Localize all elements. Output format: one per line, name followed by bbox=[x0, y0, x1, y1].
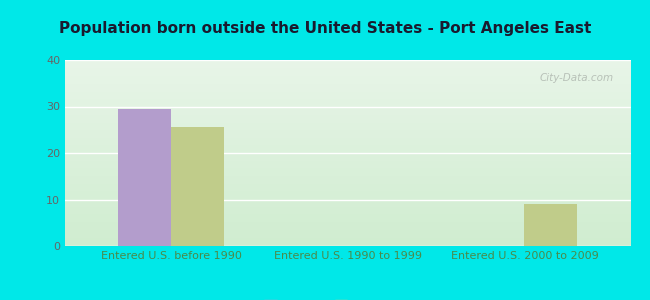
Bar bbox=[118, 109, 171, 246]
Legend: Native, Foreign-born: Native, Foreign-born bbox=[259, 295, 436, 300]
Text: City-Data.com: City-Data.com bbox=[540, 73, 614, 83]
Bar bbox=[525, 204, 577, 246]
Bar bbox=[171, 128, 224, 246]
Text: Population born outside the United States - Port Angeles East: Population born outside the United State… bbox=[58, 21, 592, 36]
